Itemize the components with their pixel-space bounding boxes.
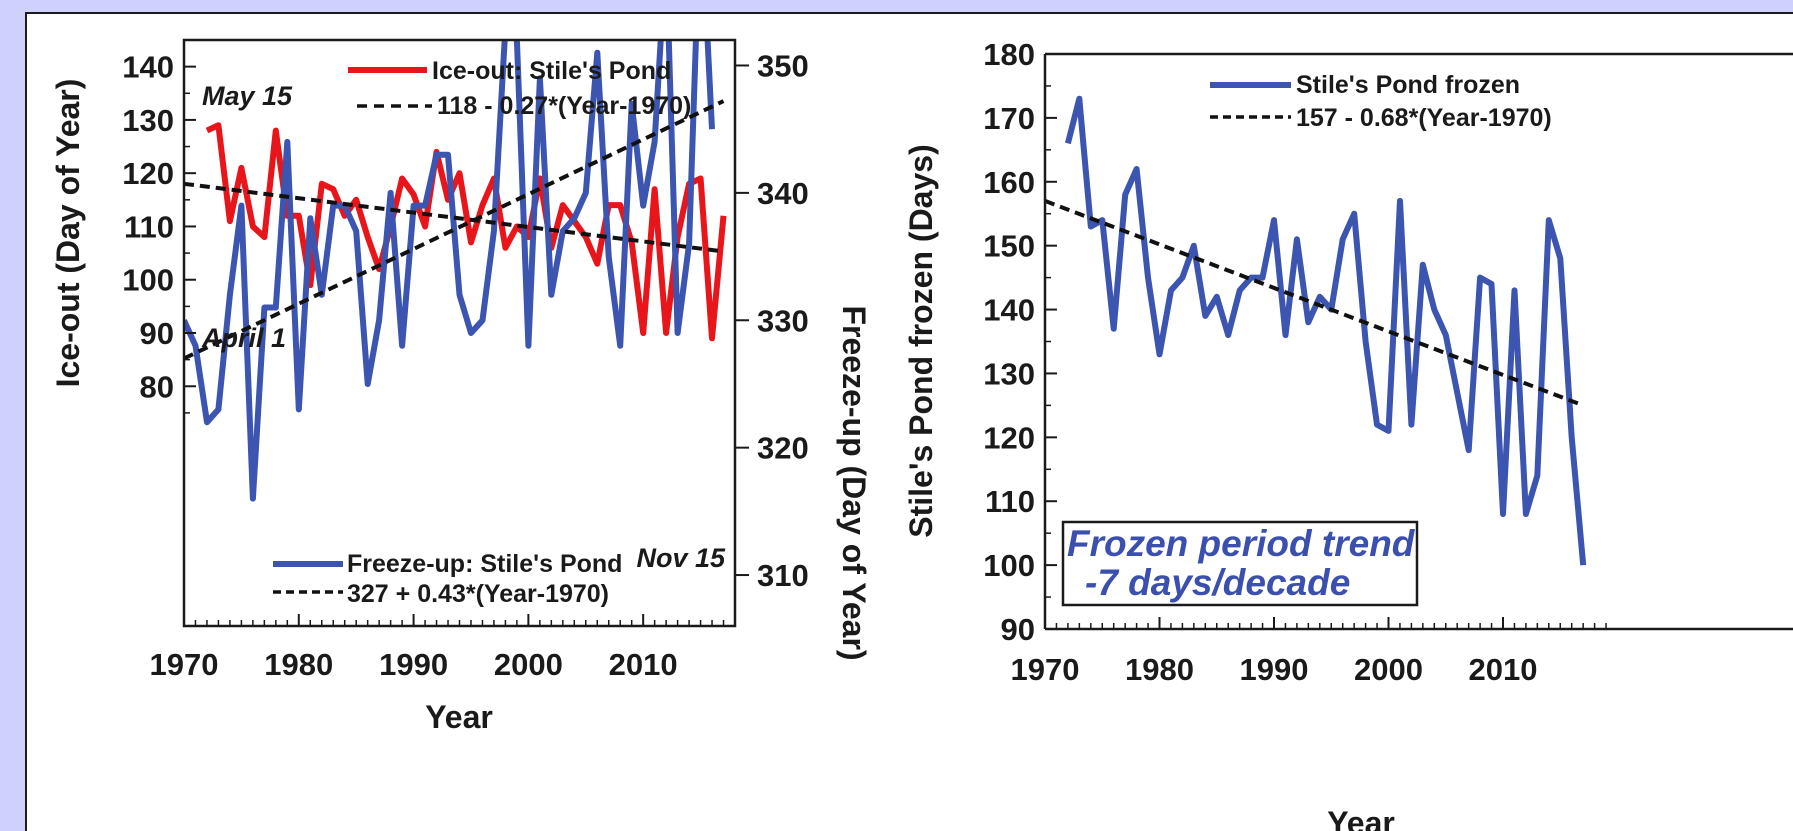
trend-annotation-line1: Frozen period trend	[1067, 523, 1416, 564]
y-tick-label-right: 330	[757, 303, 809, 338]
trend-annotation-box	[1061, 520, 1419, 607]
freeze-up-series-line	[184, 40, 715, 502]
y-tick-label-right: 320	[757, 431, 809, 466]
annotation-may-15: May 15	[202, 81, 293, 111]
y-tick-label-b: 150	[983, 229, 1035, 264]
x-tick-label-a: 1990	[379, 647, 448, 682]
y-tick-label-left: 80	[140, 369, 174, 404]
x-tick-label-a: 1980	[264, 647, 333, 682]
y-tick-label-left: 140	[122, 50, 174, 85]
y-tick-label-left: 90	[140, 316, 174, 351]
y-tick-label-b: 100	[983, 548, 1035, 583]
x-tick-label-b: 1970	[1011, 652, 1080, 687]
x-tick-label-b: 1990	[1240, 652, 1309, 687]
legend-label-frozen: Stile's Pond frozen	[1296, 71, 1520, 99]
annotation-april-1: April 1	[201, 323, 286, 353]
y-tick-label-b: 130	[983, 356, 1035, 391]
y-tick-label-b: 90	[1001, 612, 1035, 647]
x-axis-label-a: Year	[425, 699, 493, 735]
legend-label-freeze-trend: 327 + 0.43*(Year-1970)	[347, 580, 609, 608]
legend-label-ice-trend: 118 - 0.27*(Year-1970)	[437, 92, 691, 120]
ice-freeze-chart: 1970 1980 1990 2000 2010 80 90 100 110 120 130 140 3…	[50, 38, 872, 735]
legend-label-freeze-up: Freeze-up: Stile's Pond	[347, 550, 622, 578]
y-axis-label-left: Ice-out (Day of Year)	[50, 79, 86, 388]
x-tick-label-a: 1970	[150, 647, 219, 682]
y-tick-label-b: 170	[983, 101, 1035, 136]
y-tick-label-right: 340	[757, 176, 809, 211]
x-tick-label-b: 1980	[1125, 652, 1194, 687]
y-tick-label-b: 120	[983, 420, 1035, 455]
legend-label-ice-out: Ice-out: Stile's Pond	[432, 57, 671, 85]
annotation-nov-15: Nov 15	[636, 543, 726, 573]
trend-annotation-line2: -7 days/decade	[1085, 562, 1350, 603]
x-tick-label-b: 2010	[1469, 652, 1538, 687]
y-tick-label-left: 120	[122, 156, 174, 191]
freeze-up-trend-line	[184, 99, 725, 361]
x-tick-label-b: 2000	[1354, 652, 1423, 687]
legend-label-frozen-trend: 157 - 0.68*(Year-1970)	[1296, 104, 1552, 132]
y-tick-label-left: 110	[124, 209, 174, 244]
y-axis-label-right: Freeze-up (Day of Year)	[836, 305, 872, 660]
y-axis-label-b: Stile's Pond frozen (Days)	[903, 144, 939, 537]
figure-svg: 1970 1980 1990 2000 2010 80 90 100 110 120 130 140 3…	[50, 37, 1793, 831]
x-axis-label-b: Year	[1327, 805, 1395, 831]
frozen-days-chart: 1970 1980 1990 2000 2010 90 100 110 120 130 140 150…	[903, 37, 1793, 831]
y-tick-label-b: 110	[985, 484, 1035, 519]
y-tick-label-b: 180	[983, 37, 1035, 72]
x-tick-label-a: 2000	[494, 647, 563, 682]
y-tick-label-right: 310	[757, 558, 809, 593]
y-tick-label-left: 130	[122, 103, 174, 138]
ice-out-trend-line	[184, 181, 724, 254]
frozen-series-line	[1064, 95, 1587, 566]
y-tick-label-b: 140	[983, 293, 1035, 328]
y-tick-label-b: 160	[983, 165, 1035, 200]
x-tick-label-a: 2010	[609, 647, 678, 682]
y-tick-label-right: 350	[757, 48, 809, 83]
y-tick-label-left: 100	[122, 263, 174, 298]
figure-panel: 1970 1980 1990 2000 2010 80 90 100 110 120 130 140 3…	[25, 12, 1793, 831]
